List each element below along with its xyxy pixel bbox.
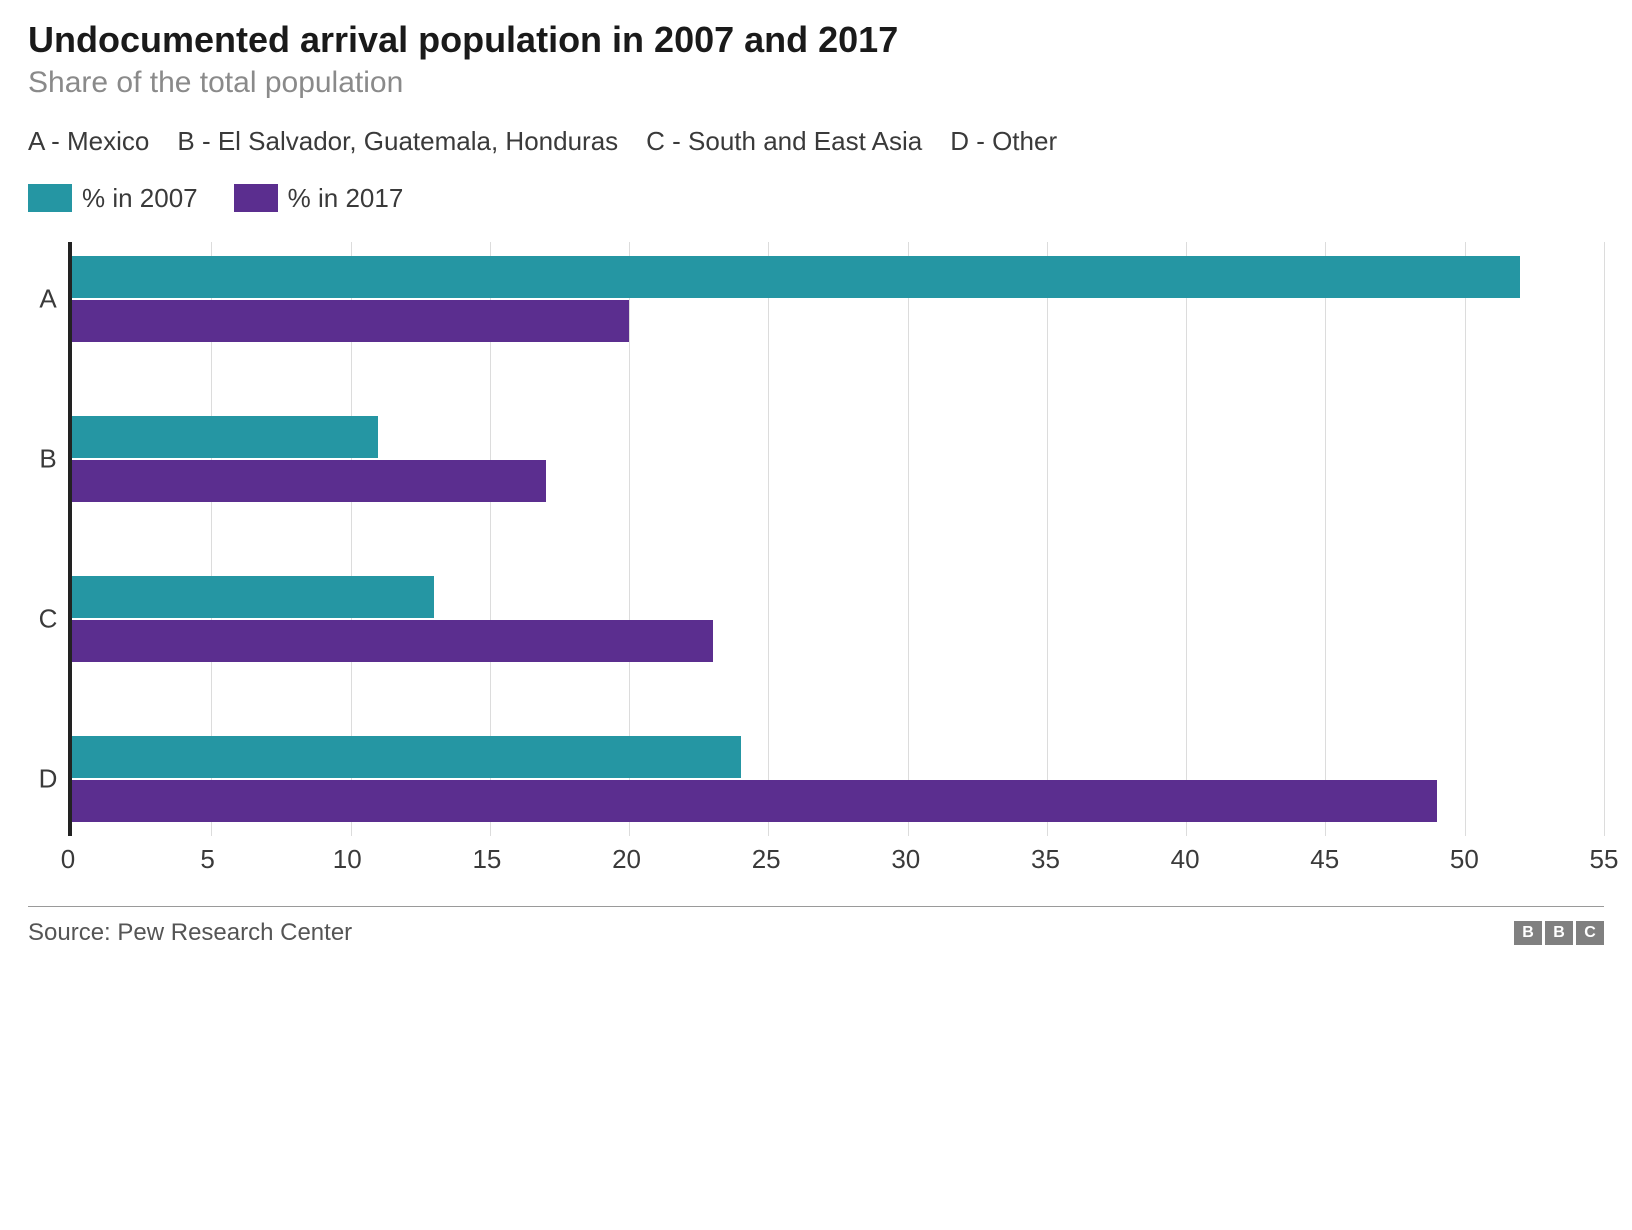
bar-group: A — [72, 242, 1604, 356]
legend: % in 2007 % in 2017 — [28, 183, 1604, 214]
legend-label-2007: % in 2007 — [82, 183, 198, 214]
x-axis-tick: 25 — [752, 844, 781, 875]
x-axis: 0510152025303540455055 — [68, 836, 1604, 882]
bar — [72, 780, 1437, 822]
x-axis-tick: 50 — [1450, 844, 1479, 875]
bar — [72, 736, 741, 778]
grid-line — [1604, 242, 1605, 836]
bar-row — [72, 780, 1604, 822]
x-axis-tick: 35 — [1031, 844, 1060, 875]
bar-group: D — [72, 722, 1604, 836]
plot-area: ABCD — [68, 242, 1604, 836]
bar-row — [72, 256, 1604, 298]
x-axis-tick: 10 — [333, 844, 362, 875]
bar-row — [72, 460, 1604, 502]
bar — [72, 460, 546, 502]
category-key-item: B - El Salvador, Guatemala, Honduras — [177, 126, 618, 156]
chart-subtitle: Share of the total population — [28, 66, 1604, 100]
category-key-item: A - Mexico — [28, 126, 149, 156]
x-axis-tick: 0 — [61, 844, 75, 875]
category-key: A - Mexico B - El Salvador, Guatemala, Ho… — [28, 126, 1604, 157]
bar-row — [72, 300, 1604, 342]
source-label: Source: Pew Research Center — [28, 919, 352, 947]
x-axis-tick: 5 — [200, 844, 214, 875]
bar-row — [72, 576, 1604, 618]
x-axis-tick: 40 — [1171, 844, 1200, 875]
x-axis-tick: 55 — [1590, 844, 1619, 875]
x-axis-tick: 20 — [612, 844, 641, 875]
x-axis-tick: 15 — [472, 844, 501, 875]
bbc-logo-block: C — [1576, 921, 1604, 945]
bar — [72, 256, 1520, 298]
legend-label-2017: % in 2017 — [288, 183, 404, 214]
bar-group: B — [72, 402, 1604, 516]
y-axis-label: D — [32, 763, 64, 794]
legend-swatch-2007 — [28, 184, 72, 212]
bar-row — [72, 416, 1604, 458]
bbc-logo: BBC — [1514, 921, 1604, 945]
bbc-logo-block: B — [1545, 921, 1573, 945]
category-key-item: D - Other — [950, 126, 1057, 156]
bar — [72, 416, 378, 458]
y-axis-label: A — [32, 283, 64, 314]
legend-swatch-2017 — [234, 184, 278, 212]
x-axis-tick: 30 — [891, 844, 920, 875]
legend-item-2007: % in 2007 — [28, 183, 198, 214]
y-axis-label: B — [32, 443, 64, 474]
bar-row — [72, 736, 1604, 778]
bar — [72, 576, 434, 618]
chart-title: Undocumented arrival population in 2007 … — [28, 20, 1604, 60]
y-axis-label: C — [32, 603, 64, 634]
x-axis-tick: 45 — [1310, 844, 1339, 875]
bar-group: C — [72, 562, 1604, 676]
category-key-item: C - South and East Asia — [646, 126, 922, 156]
footer: Source: Pew Research Center BBC — [28, 906, 1604, 947]
bar — [72, 620, 713, 662]
legend-item-2017: % in 2017 — [234, 183, 404, 214]
bar-row — [72, 620, 1604, 662]
bar — [72, 300, 629, 342]
chart: ABCD 0510152025303540455055 — [28, 242, 1604, 882]
bbc-logo-block: B — [1514, 921, 1542, 945]
